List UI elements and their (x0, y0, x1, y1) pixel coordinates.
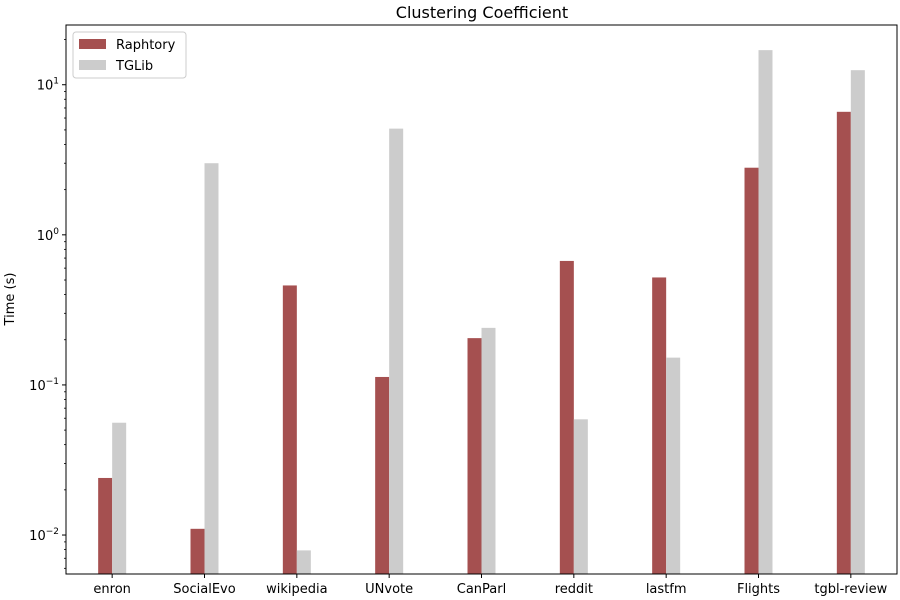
x-tick-label: reddit (555, 582, 593, 597)
x-tick-label: wikipedia (266, 582, 327, 597)
bar-raphtory-reddit (559, 260, 574, 574)
x-tick-label: Flights (737, 582, 780, 597)
bar-raphtory-flights (744, 167, 759, 574)
bar-raphtory-canparl (467, 338, 482, 574)
bar-raphtory-tgbl-review (836, 111, 851, 574)
x-tick-label: CanParl (457, 582, 506, 597)
legend: Raphtory TGLib (72, 31, 187, 79)
bar-tglib-unvote (389, 128, 404, 574)
bar-tglib-tgbl-review (850, 70, 865, 574)
y-tick-label: 101 (37, 77, 59, 94)
bar-tglib-enron (112, 422, 127, 574)
legend-swatch-raphtory (79, 39, 106, 49)
x-tick-label: SocialEvo (173, 582, 235, 597)
bar-tglib-socialevo (204, 163, 219, 574)
bar-tglib-lastfm (666, 357, 681, 574)
y-tick-label: 100 (37, 227, 60, 244)
bar-raphtory-unvote (375, 376, 390, 574)
y-tick-label: 10−1 (29, 377, 59, 394)
legend-label-raphtory: Raphtory (116, 38, 176, 53)
bar-tglib-canparl (481, 327, 496, 574)
x-tick-label: lastfm (646, 582, 687, 597)
bar-tglib-flights (758, 50, 773, 574)
bars-group (98, 50, 865, 574)
legend-swatch-tglib (79, 60, 106, 70)
chart-title: Clustering Coefficient (396, 3, 568, 22)
bar-raphtory-wikipedia (282, 285, 297, 574)
y-ticks: 10−2 10−1 100 101 (29, 39, 66, 569)
y-tick-label: 10−2 (29, 527, 59, 544)
bar-raphtory-lastfm (652, 277, 667, 574)
legend-label-tglib: TGLib (115, 59, 153, 74)
x-tick-label: enron (93, 582, 131, 597)
x-ticks: enron SocialEvo wikipedia UNvote CanParl redd… (93, 574, 888, 597)
y-axis-label: Time (s) (3, 273, 18, 327)
bar-tglib-wikipedia (296, 550, 311, 574)
bar-raphtory-socialevo (190, 528, 205, 574)
x-tick-label: tgbl-review (814, 582, 887, 597)
x-tick-label: UNvote (365, 582, 413, 597)
bar-tglib-reddit (573, 419, 588, 574)
bar-raphtory-enron (98, 477, 113, 574)
plot-frame (65, 24, 898, 575)
